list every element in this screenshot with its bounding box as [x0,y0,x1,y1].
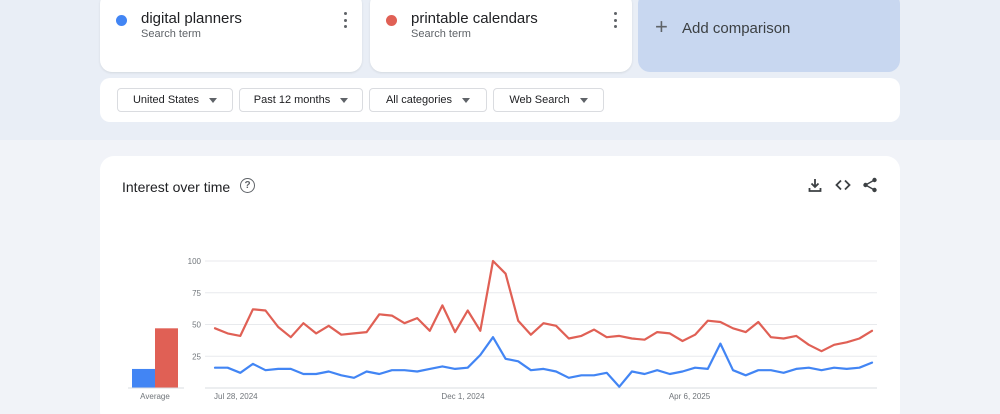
caret-down-icon [209,97,218,103]
x-tick-label: Dec 1, 2024 [441,392,485,401]
series-color-dot [386,15,397,26]
filter-bar: United States Past 12 months All categor… [100,78,900,122]
region-dropdown-label: United States [132,94,200,106]
average-bar-printable-calendars [155,328,178,388]
embed-code-icon[interactable] [834,176,852,194]
search-type-dropdown-label: Web Search [509,94,570,106]
download-icon[interactable] [806,176,824,194]
search-term-name[interactable]: printable calendars [411,10,538,27]
region-dropdown[interactable]: United States [117,88,233,112]
search-term-subtitle: Search term [411,28,471,40]
plus-icon: + [655,14,668,39]
more-options-icon[interactable] [612,12,618,28]
search-type-dropdown[interactable]: Web Search [493,88,604,112]
average-label: Average [140,392,170,401]
panel-title: Interest over time [122,179,231,195]
more-options-icon[interactable] [342,12,348,28]
x-tick-label: Jul 28, 2024 [214,392,258,401]
category-dropdown-label: All categories [385,94,453,106]
series-color-dot [116,15,127,26]
help-icon[interactable]: ? [240,178,255,193]
series-line-digital-planners [213,336,874,388]
caret-down-icon [462,97,471,103]
interest-over-time-chart: 100 75 50 25 Jul 28, 2024 Dec 1, 2024 Apr 6, 2… [128,257,877,401]
y-tick-label: 100 [188,257,202,266]
time-range-dropdown-label: Past 12 months [253,94,331,106]
category-dropdown[interactable]: All categories [369,88,487,112]
y-tick-label: 75 [192,289,201,298]
interest-over-time-panel: Interest over time ? 100 75 50 25 Jul 28, 20… [100,156,900,414]
series-line-printable-calendars [213,259,874,353]
add-comparison-label: Add comparison [682,20,791,37]
x-tick-label: Apr 6, 2025 [669,392,711,401]
search-term-name[interactable]: digital planners [141,10,242,27]
caret-down-icon [579,97,588,103]
y-tick-label: 25 [192,352,201,361]
caret-down-icon [340,97,349,103]
add-comparison-button[interactable]: + Add comparison [638,0,900,72]
search-term-card-digital-planners[interactable]: digital planners Search term [100,0,362,72]
share-icon[interactable] [861,176,879,194]
average-bar-digital-planners [132,368,155,388]
search-term-subtitle: Search term [141,28,201,40]
search-term-card-printable-calendars[interactable]: printable calendars Search term [370,0,632,72]
y-tick-label: 50 [192,321,201,330]
time-range-dropdown[interactable]: Past 12 months [239,88,363,112]
